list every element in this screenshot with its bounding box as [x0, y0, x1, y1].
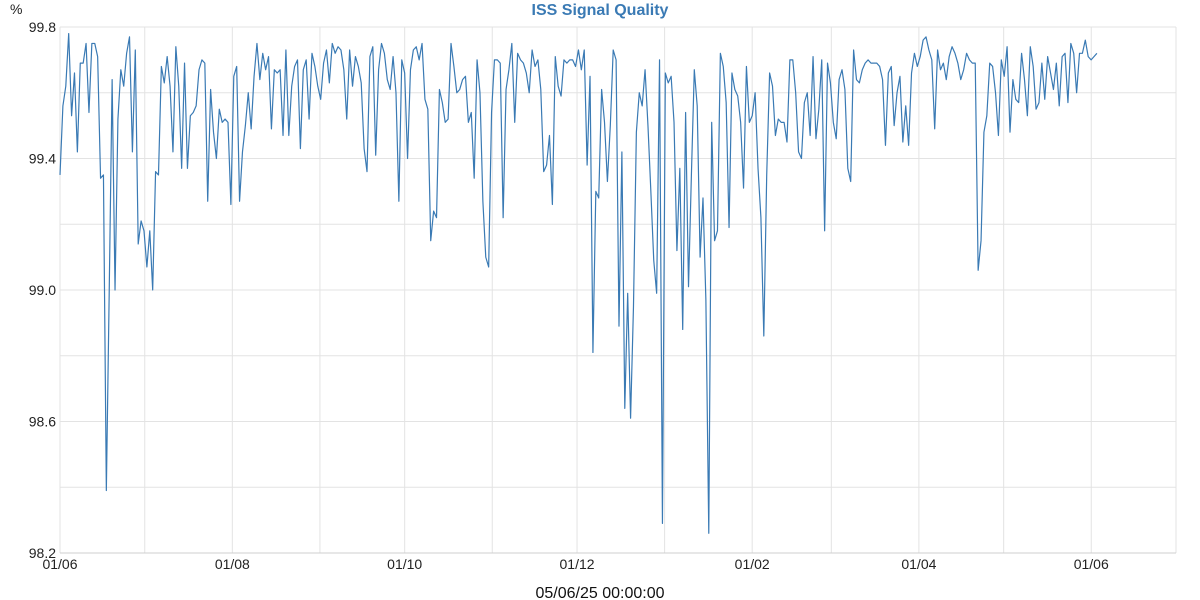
x-tick-label: 01/10 — [387, 556, 422, 572]
x-tick-label: 01/02 — [735, 556, 770, 572]
series-layer — [59, 32, 1098, 534]
series-line — [59, 32, 1098, 534]
x-tick-labels: 01/06 01/08 01/10 01/12 01/02 01/04 01/06 — [42, 556, 1108, 572]
y-unit-label: % — [10, 1, 22, 17]
y-tick-label: 98.6 — [29, 414, 56, 430]
x-tick-label: 01/04 — [901, 556, 936, 572]
y-tick-label: 98.2 — [29, 545, 56, 561]
timestamp-label: 05/06/25 00:00:00 — [535, 585, 664, 600]
chart-title: ISS Signal Quality — [532, 2, 669, 19]
x-tick-label: 01/06 — [1074, 556, 1109, 572]
x-tick-label: 01/08 — [215, 556, 250, 572]
x-tick-label: 01/12 — [560, 556, 595, 572]
y-tick-label: 99.8 — [29, 19, 56, 35]
y-tick-label: 99.0 — [29, 282, 56, 298]
y-tick-label: 99.4 — [29, 151, 56, 167]
y-tick-labels: 98.2 98.6 99.0 99.4 99.8 — [29, 19, 56, 561]
x-tick-label: 01/06 — [42, 556, 77, 572]
